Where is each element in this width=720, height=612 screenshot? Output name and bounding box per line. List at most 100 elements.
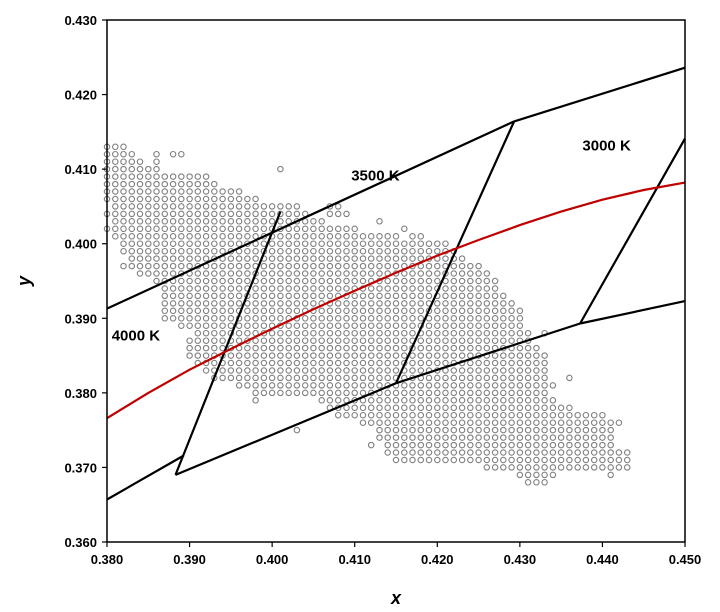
data-point	[277, 367, 284, 374]
data-point	[194, 188, 202, 195]
data-point	[260, 389, 268, 397]
data-point	[491, 359, 499, 367]
data-point	[334, 389, 342, 397]
data-point	[491, 426, 499, 434]
data-point	[351, 307, 358, 315]
data-point	[136, 158, 144, 165]
data-point	[211, 203, 218, 210]
data-point	[458, 382, 466, 389]
data-point	[434, 434, 441, 441]
data-point	[566, 434, 573, 441]
data-point	[128, 188, 136, 195]
data-point	[211, 300, 218, 307]
data-point	[491, 389, 499, 397]
data-point	[516, 359, 524, 367]
annotation-label: 3000 K	[582, 138, 631, 155]
data-point	[235, 195, 243, 203]
data-point	[343, 315, 350, 322]
data-point	[599, 464, 606, 471]
data-point	[301, 315, 309, 322]
data-point	[244, 322, 251, 329]
data-point	[301, 292, 309, 300]
data-point	[310, 382, 317, 389]
data-point	[582, 464, 590, 471]
data-point	[434, 374, 441, 382]
data-point	[376, 218, 383, 225]
data-point	[169, 173, 177, 180]
data-point	[343, 337, 350, 344]
data-point	[475, 456, 482, 464]
data-point	[384, 255, 391, 262]
data-point	[252, 300, 259, 307]
data-point	[252, 307, 259, 315]
data-point	[442, 255, 449, 262]
data-point	[145, 233, 152, 240]
data-point	[268, 382, 276, 389]
data-point	[351, 389, 358, 397]
data-point	[318, 322, 325, 329]
data-point	[260, 292, 268, 300]
data-point	[434, 419, 441, 426]
data-point	[417, 367, 425, 374]
data-point	[516, 404, 524, 412]
data-point	[549, 464, 557, 471]
data-point	[194, 247, 202, 255]
data-point	[285, 203, 292, 210]
data-point	[145, 247, 152, 255]
data-point	[194, 195, 202, 203]
data-point	[541, 471, 548, 479]
data-point	[227, 218, 235, 225]
data-point	[434, 270, 441, 277]
data-point	[384, 352, 391, 359]
data-point	[392, 285, 400, 292]
data-point	[301, 374, 309, 382]
data-point	[491, 397, 499, 404]
data-point	[252, 292, 259, 300]
data-point	[376, 344, 383, 352]
data-point	[483, 359, 491, 367]
data-point	[285, 262, 292, 270]
data-point	[359, 382, 367, 389]
data-point	[458, 389, 466, 397]
data-point	[392, 315, 400, 322]
y-tick-label: 0.390	[64, 311, 97, 326]
data-point	[392, 389, 400, 397]
data-point	[326, 382, 334, 389]
data-point	[384, 322, 391, 329]
data-point	[260, 315, 268, 322]
data-point	[367, 367, 375, 374]
data-point	[202, 337, 210, 344]
data-point	[301, 247, 309, 255]
data-point	[376, 426, 383, 434]
data-point	[169, 270, 177, 277]
data-point	[491, 300, 499, 307]
data-point	[450, 315, 458, 322]
data-point	[235, 188, 243, 195]
data-point	[120, 218, 127, 225]
data-point	[442, 292, 449, 300]
data-point	[401, 285, 408, 292]
data-point	[161, 285, 169, 292]
data-point	[508, 441, 515, 449]
data-point	[500, 359, 507, 367]
data-point	[194, 218, 202, 225]
data-point	[557, 419, 565, 426]
data-point	[516, 397, 524, 404]
data-point	[557, 434, 565, 441]
data-point	[153, 218, 160, 225]
data-point	[376, 322, 383, 329]
data-point	[211, 180, 218, 188]
data-point	[541, 419, 548, 426]
data-point	[161, 315, 169, 322]
data-point	[491, 277, 499, 285]
data-point	[516, 315, 524, 322]
data-point	[409, 426, 416, 434]
data-point	[376, 307, 383, 315]
data-point	[384, 426, 391, 434]
data-point	[508, 329, 515, 337]
data-point	[500, 389, 507, 397]
data-point	[409, 247, 416, 255]
data-point	[277, 233, 284, 240]
data-point	[442, 240, 449, 247]
